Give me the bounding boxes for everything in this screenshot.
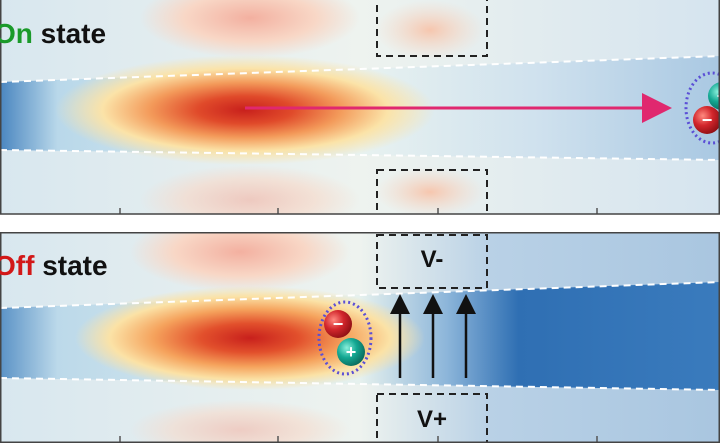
top-panel-ticks	[119, 208, 598, 214]
bottom-core-lower-boundary	[0, 377, 720, 391]
top-charge-pair-outline	[684, 71, 720, 145]
on-state-word: On	[0, 18, 33, 49]
off-state-label: Off state	[0, 250, 108, 282]
top-field-hotspot	[55, 55, 435, 165]
gate-top-label: V-	[420, 246, 444, 273]
bottom-electrode-lower	[376, 393, 488, 442]
top-positive-symbol: +	[717, 86, 720, 106]
off-state-suffix: state	[34, 250, 108, 281]
gate-bottom-label: V+	[416, 406, 448, 433]
top-cladding-warm-upper	[140, 0, 360, 58]
bottom-negative-charge	[324, 310, 352, 338]
on-state-suffix: state	[32, 18, 107, 49]
bottom-negative-symbol: −	[333, 314, 344, 334]
top-panel-frame	[0, 0, 720, 215]
top-negative-charge	[693, 106, 720, 134]
top-cladding-warm-lower	[140, 165, 360, 214]
top-positive-charge	[708, 82, 720, 110]
bottom-positive-charge	[337, 338, 365, 366]
bottom-panel: − +	[0, 232, 720, 442]
on-state-label: On state	[0, 18, 106, 50]
bottom-cladding-warm-lower	[130, 400, 350, 442]
top-panel: − +	[0, 0, 720, 214]
top-core-upper-boundary	[0, 55, 720, 83]
top-cladding-warm-small-lower	[375, 167, 485, 214]
bottom-panel-ticks	[119, 436, 598, 442]
top-negative-symbol: −	[702, 110, 713, 130]
bottom-panel-frame	[0, 232, 720, 443]
top-core-lower-boundary	[0, 149, 720, 161]
top-cladding-warm-small-upper	[375, 0, 485, 60]
off-state-word: Off	[0, 250, 35, 281]
bottom-positive-symbol: +	[346, 342, 357, 362]
bottom-charge-pair-outline	[317, 300, 373, 376]
top-electrode-lower	[376, 169, 488, 214]
bottom-core-upper-boundary	[0, 281, 720, 309]
bottom-cladding-warm-upper	[130, 232, 350, 292]
bottom-electrode-upper	[376, 234, 488, 289]
